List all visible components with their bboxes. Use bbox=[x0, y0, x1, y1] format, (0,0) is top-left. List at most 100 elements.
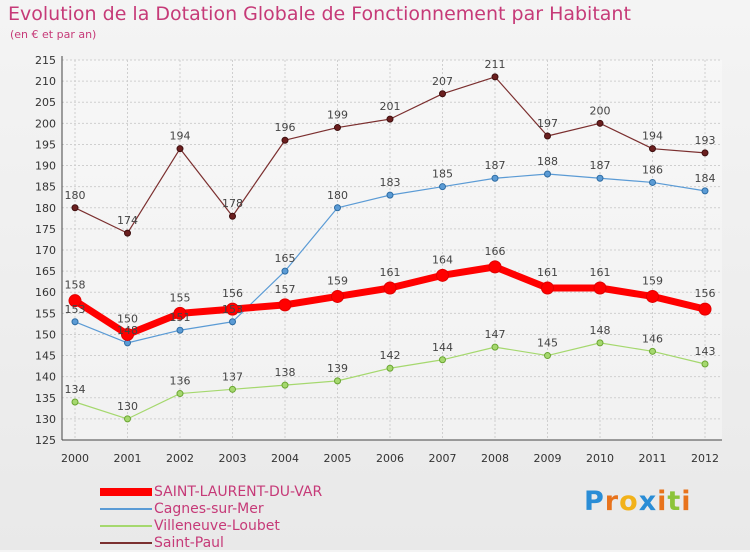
data-point bbox=[121, 327, 134, 341]
data-point bbox=[278, 298, 292, 312]
x-tick-label: 2010 bbox=[586, 452, 614, 465]
data-label: 187 bbox=[485, 159, 506, 172]
data-label: 147 bbox=[485, 328, 506, 341]
y-tick-label: 195 bbox=[35, 138, 56, 151]
data-point bbox=[68, 294, 82, 308]
data-label: 194 bbox=[170, 130, 191, 143]
logo-letter: r bbox=[604, 486, 620, 517]
data-point bbox=[334, 204, 341, 212]
data-point bbox=[173, 306, 187, 320]
data-label: 153 bbox=[222, 303, 243, 316]
data-label: 157 bbox=[275, 283, 296, 296]
x-tick-label: 2004 bbox=[271, 452, 299, 465]
data-label: 187 bbox=[590, 159, 611, 172]
chart-title: Evolution de la Dotation Globale de Fonc… bbox=[8, 3, 631, 25]
legend-swatch bbox=[100, 542, 152, 544]
data-point bbox=[229, 385, 236, 393]
data-point bbox=[229, 212, 236, 220]
data-point bbox=[596, 339, 604, 347]
data-label: 159 bbox=[642, 274, 663, 287]
data-point bbox=[71, 204, 79, 212]
data-point bbox=[281, 136, 289, 144]
data-label: 186 bbox=[642, 163, 663, 176]
data-label: 139 bbox=[327, 362, 348, 375]
data-label: 155 bbox=[170, 291, 191, 304]
data-label: 161 bbox=[380, 266, 401, 279]
data-point bbox=[334, 377, 341, 385]
data-label: 166 bbox=[485, 245, 506, 258]
data-label: 174 bbox=[117, 214, 138, 227]
data-point bbox=[436, 268, 449, 282]
data-label: 136 bbox=[170, 375, 191, 388]
y-tick-label: 125 bbox=[35, 434, 56, 447]
y-tick-label: 150 bbox=[35, 328, 56, 341]
y-tick-label: 200 bbox=[35, 117, 56, 130]
data-point bbox=[439, 356, 446, 364]
data-point bbox=[544, 352, 551, 360]
data-label: 148 bbox=[590, 324, 611, 337]
data-label: 142 bbox=[380, 349, 401, 362]
data-point bbox=[176, 326, 184, 334]
data-point bbox=[281, 267, 289, 275]
data-label: 144 bbox=[432, 341, 453, 354]
y-tick-label: 145 bbox=[35, 350, 56, 363]
data-label: 184 bbox=[695, 172, 716, 185]
x-tick-label: 2007 bbox=[429, 452, 457, 465]
data-point bbox=[488, 260, 502, 274]
data-label: 188 bbox=[537, 155, 558, 168]
data-label: 145 bbox=[537, 337, 558, 350]
data-label: 194 bbox=[642, 130, 663, 143]
data-label: 196 bbox=[275, 121, 296, 134]
legend-label: Cagnes-sur-Mer bbox=[154, 501, 264, 517]
y-tick-label: 170 bbox=[35, 244, 56, 257]
data-label: 156 bbox=[695, 287, 716, 300]
x-tick-label: 2005 bbox=[324, 452, 352, 465]
data-label: 130 bbox=[117, 400, 138, 413]
logo-letter: x bbox=[638, 486, 658, 517]
data-point bbox=[701, 187, 709, 195]
data-label: 137 bbox=[222, 370, 243, 383]
data-point bbox=[649, 145, 656, 153]
series-layer bbox=[68, 73, 712, 423]
data-point bbox=[544, 132, 551, 140]
data-label: 183 bbox=[380, 176, 401, 189]
legend-label: Villeneuve-Loubet bbox=[154, 518, 280, 534]
y-tick-label: 185 bbox=[35, 181, 56, 194]
x-tick-label: 2000 bbox=[61, 452, 89, 465]
x-tick-label: 2003 bbox=[219, 452, 247, 465]
legend-swatch bbox=[100, 508, 152, 510]
y-tick-label: 215 bbox=[35, 54, 56, 67]
data-point bbox=[541, 281, 554, 295]
data-label: 178 bbox=[222, 197, 243, 210]
data-point bbox=[439, 183, 446, 191]
data-label: 146 bbox=[642, 332, 663, 345]
legend-label: SAINT-LAURENT-DU-VAR bbox=[154, 484, 323, 500]
logo-letter: i bbox=[657, 486, 668, 517]
data-point bbox=[176, 390, 184, 398]
data-label: 180 bbox=[65, 189, 86, 202]
data-label: 180 bbox=[327, 189, 348, 202]
x-tick-label: 2009 bbox=[534, 452, 562, 465]
data-point bbox=[491, 73, 499, 81]
y-tick-label: 140 bbox=[35, 371, 56, 384]
data-label: 211 bbox=[485, 58, 506, 71]
data-label: 193 bbox=[695, 134, 716, 147]
data-label: 201 bbox=[380, 100, 401, 113]
y-tick-label: 135 bbox=[35, 392, 56, 405]
x-tick-label: 2002 bbox=[166, 452, 194, 465]
data-point bbox=[229, 318, 236, 326]
y-tick-label: 175 bbox=[35, 223, 56, 236]
legend-swatch bbox=[100, 525, 152, 527]
y-tick-label: 165 bbox=[35, 265, 56, 278]
y-tick-label: 180 bbox=[35, 202, 56, 215]
data-label: 207 bbox=[432, 75, 453, 88]
data-point bbox=[596, 119, 604, 127]
chart-subtitle: (en € et par an) bbox=[10, 28, 97, 41]
x-tick-label: 2006 bbox=[376, 452, 404, 465]
y-tick-label: 160 bbox=[35, 286, 56, 299]
x-tick-label: 2008 bbox=[481, 452, 509, 465]
data-label: 138 bbox=[275, 366, 296, 379]
legend-swatch bbox=[100, 488, 152, 496]
data-point bbox=[334, 124, 341, 132]
